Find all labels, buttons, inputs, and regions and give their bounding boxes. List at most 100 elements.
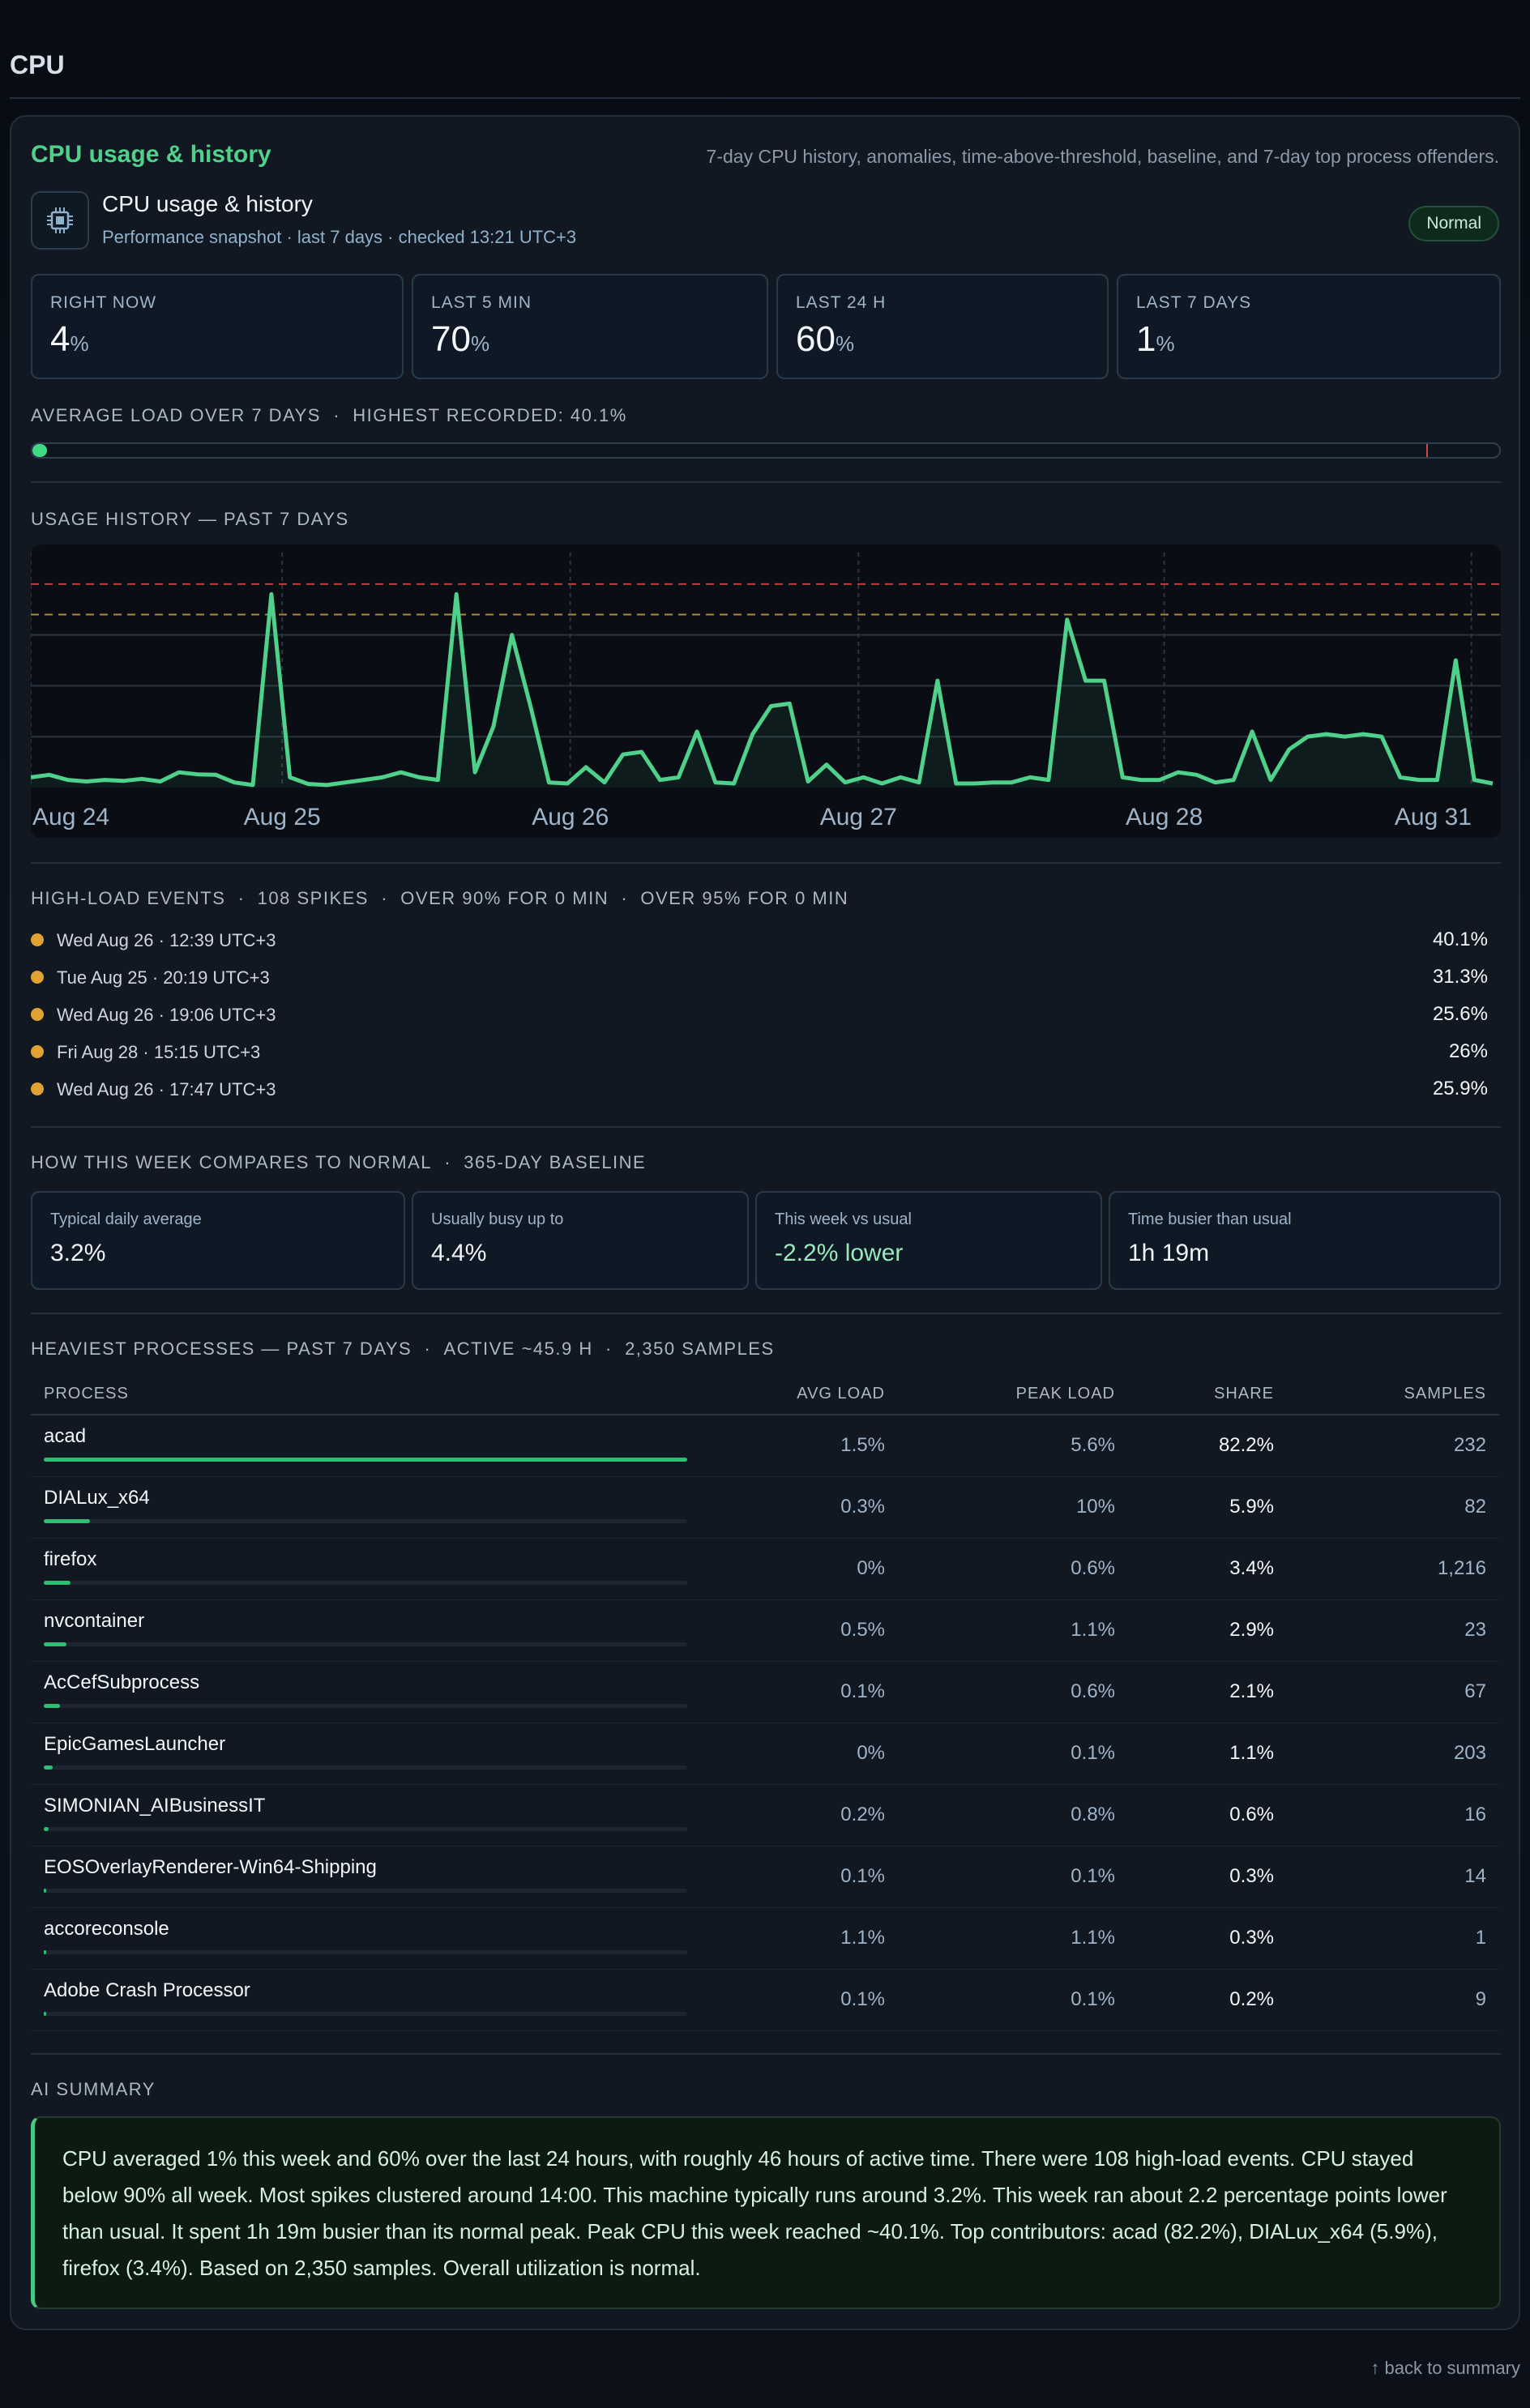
x-tick-label: Aug 31 — [1395, 804, 1472, 830]
col-peak-load[interactable]: PEAK LOAD — [898, 1374, 1128, 1415]
share-bar-fill — [44, 1888, 47, 1893]
process-cell: SIMONIAN_AIBusinessIT — [31, 1784, 728, 1847]
table-row[interactable]: SIMONIAN_AIBusinessIT 0.2% 0.8% 0.6% 16 — [31, 1784, 1499, 1847]
process-name: firefox — [44, 1548, 97, 1570]
process-name: nvcontainer — [44, 1609, 145, 1632]
samples-cell: 14 — [1287, 1846, 1499, 1908]
share-cell: 82.2% — [1128, 1415, 1287, 1477]
peak-marker — [1425, 444, 1428, 457]
share-bar-fill — [44, 1642, 66, 1646]
share-cell: 1.1% — [1128, 1723, 1287, 1785]
share-bar-fill — [44, 1703, 61, 1708]
cpu-card: CPU usage & history 7-day CPU history, a… — [10, 115, 1520, 2330]
status-badge: Normal — [1408, 206, 1499, 241]
col-samples[interactable]: SAMPLES — [1287, 1374, 1499, 1415]
peak-load-cell: 1.1% — [898, 1907, 1128, 1970]
share-bar-track — [44, 1457, 687, 1462]
process-cell: nvcontainer — [31, 1599, 728, 1662]
avg-load-bar — [31, 442, 1501, 459]
table-row[interactable]: AcCefSubprocess 0.1% 0.6% 2.1% 67 — [31, 1661, 1499, 1723]
share-cell: 0.2% — [1128, 1969, 1287, 2031]
baseline-label: Usually busy up to — [431, 1210, 564, 1228]
x-tick-label: Aug 26 — [532, 804, 609, 830]
stat-label: LAST 5 MIN — [431, 293, 532, 312]
process-cell: AcCefSubprocess — [31, 1661, 728, 1723]
table-row[interactable]: accoreconsole 1.1% 1.1% 0.3% 1 — [31, 1907, 1499, 1970]
divider — [31, 1313, 1501, 1314]
table-row[interactable]: acad 1.5% 5.6% 82.2% 232 — [31, 1415, 1499, 1477]
samples-cell: 1 — [1287, 1907, 1499, 1970]
table-row[interactable]: DIALux_x64 0.3% 10% 5.9% 82 — [31, 1476, 1499, 1539]
table-row[interactable]: EOSOverlayRenderer-Win64-Shipping 0.1% 0.1… — [31, 1846, 1499, 1908]
avg-load-cell: 0.1% — [728, 1661, 898, 1723]
baseline-label: Typical daily average — [50, 1210, 202, 1228]
peak-load-cell: 0.8% — [898, 1784, 1128, 1847]
share-cell: 0.3% — [1128, 1907, 1287, 1970]
back-to-summary-link[interactable]: ↑ back to summary — [1370, 2358, 1520, 2378]
x-tick-label: Aug 25 — [244, 804, 321, 830]
event-time: Wed Aug 26 · 19:06 UTC+3 — [57, 1005, 276, 1025]
warning-dot-icon — [31, 1045, 44, 1058]
process-name: accoreconsole — [44, 1917, 169, 1940]
divider — [31, 481, 1501, 483]
stat-last-24h: LAST 24 H 60% — [776, 274, 1109, 379]
share-bar-fill — [44, 1949, 47, 1954]
usage-area — [31, 594, 1493, 788]
share-bar-track — [44, 1703, 687, 1708]
samples-cell: 16 — [1287, 1784, 1499, 1847]
events-list: Wed Aug 26 · 12:39 UTC+3 40.1% Tue Aug 2… — [31, 924, 1501, 1110]
avg-load-cell: 0.2% — [728, 1784, 898, 1847]
share-bar-track — [44, 1642, 687, 1646]
stat-right-now: RIGHT NOW 4% — [31, 274, 404, 379]
process-cell: EpicGamesLauncher — [31, 1723, 728, 1785]
stat-last-7-days: LAST 7 DAYS 1% — [1117, 274, 1501, 379]
baseline-time-busier: Time busier than usual 1h 19m — [1109, 1191, 1501, 1290]
table-row[interactable]: Adobe Crash Processor 0.1% 0.1% 0.2% 9 — [31, 1969, 1499, 2031]
share-bar-fill — [44, 1580, 71, 1585]
share-bar-fill — [44, 2011, 47, 2016]
col-process[interactable]: PROCESS — [31, 1374, 728, 1415]
stat-value: 60% — [796, 319, 855, 359]
share-bar-track — [44, 1826, 687, 1831]
share-cell: 0.6% — [1128, 1784, 1287, 1847]
samples-cell: 82 — [1287, 1476, 1499, 1539]
peak-load-cell: 0.6% — [898, 1538, 1128, 1600]
event-value: 31.3% — [1432, 966, 1488, 988]
baseline-busy-up-to: Usually busy up to 4.4% — [412, 1191, 749, 1290]
stat-value: 4% — [50, 319, 89, 359]
table-row[interactable]: EpicGamesLauncher 0% 0.1% 1.1% 203 — [31, 1723, 1499, 1785]
avg-load-cell: 1.5% — [728, 1415, 898, 1477]
avg-load-cell: 0.1% — [728, 1846, 898, 1908]
event-time: Fri Aug 28 · 15:15 UTC+3 — [57, 1042, 261, 1062]
process-cell: EOSOverlayRenderer-Win64-Shipping — [31, 1846, 728, 1908]
avg-load-cell: 0.3% — [728, 1476, 898, 1539]
usage-history-chart: Aug 24 Aug 25 Aug 26 Aug 27 Aug 28 Aug 31 — [31, 544, 1501, 838]
table-row[interactable]: firefox 0% 0.6% 3.4% 1,216 — [31, 1538, 1499, 1600]
avg-load-fill — [32, 444, 48, 457]
stat-value: 1% — [1136, 319, 1175, 359]
process-name: AcCefSubprocess — [44, 1671, 200, 1693]
samples-cell: 23 — [1287, 1599, 1499, 1662]
peak-load-cell: 1.1% — [898, 1599, 1128, 1662]
share-bar-track — [44, 1765, 687, 1770]
stat-label: LAST 7 DAYS — [1136, 293, 1252, 312]
col-share[interactable]: SHARE — [1128, 1374, 1287, 1415]
process-name: EpicGamesLauncher — [44, 1732, 226, 1755]
event-item: Wed Aug 26 · 17:47 UTC+3 25.9% — [31, 1073, 1501, 1110]
divider — [31, 1126, 1501, 1128]
baseline-value: 4.4% — [431, 1240, 487, 1266]
samples-cell: 232 — [1287, 1415, 1499, 1477]
share-bar-track — [44, 1580, 687, 1585]
usage-line — [31, 591, 1494, 788]
processes-table-wrap: PROCESS AVG LOAD PEAK LOAD SHARE SAMPLES… — [31, 1374, 1499, 2031]
title-divider — [10, 97, 1520, 99]
avg-load-cell: 1.1% — [728, 1907, 898, 1970]
table-row[interactable]: nvcontainer 0.5% 1.1% 2.9% 23 — [31, 1599, 1499, 1662]
share-cell: 2.9% — [1128, 1599, 1287, 1662]
share-bar-fill — [44, 1518, 90, 1523]
col-avg-load[interactable]: AVG LOAD — [728, 1374, 898, 1415]
peak-load-cell: 0.1% — [898, 1723, 1128, 1785]
process-cell: Adobe Crash Processor — [31, 1969, 728, 2031]
event-item: Wed Aug 26 · 12:39 UTC+3 40.1% — [31, 924, 1501, 961]
